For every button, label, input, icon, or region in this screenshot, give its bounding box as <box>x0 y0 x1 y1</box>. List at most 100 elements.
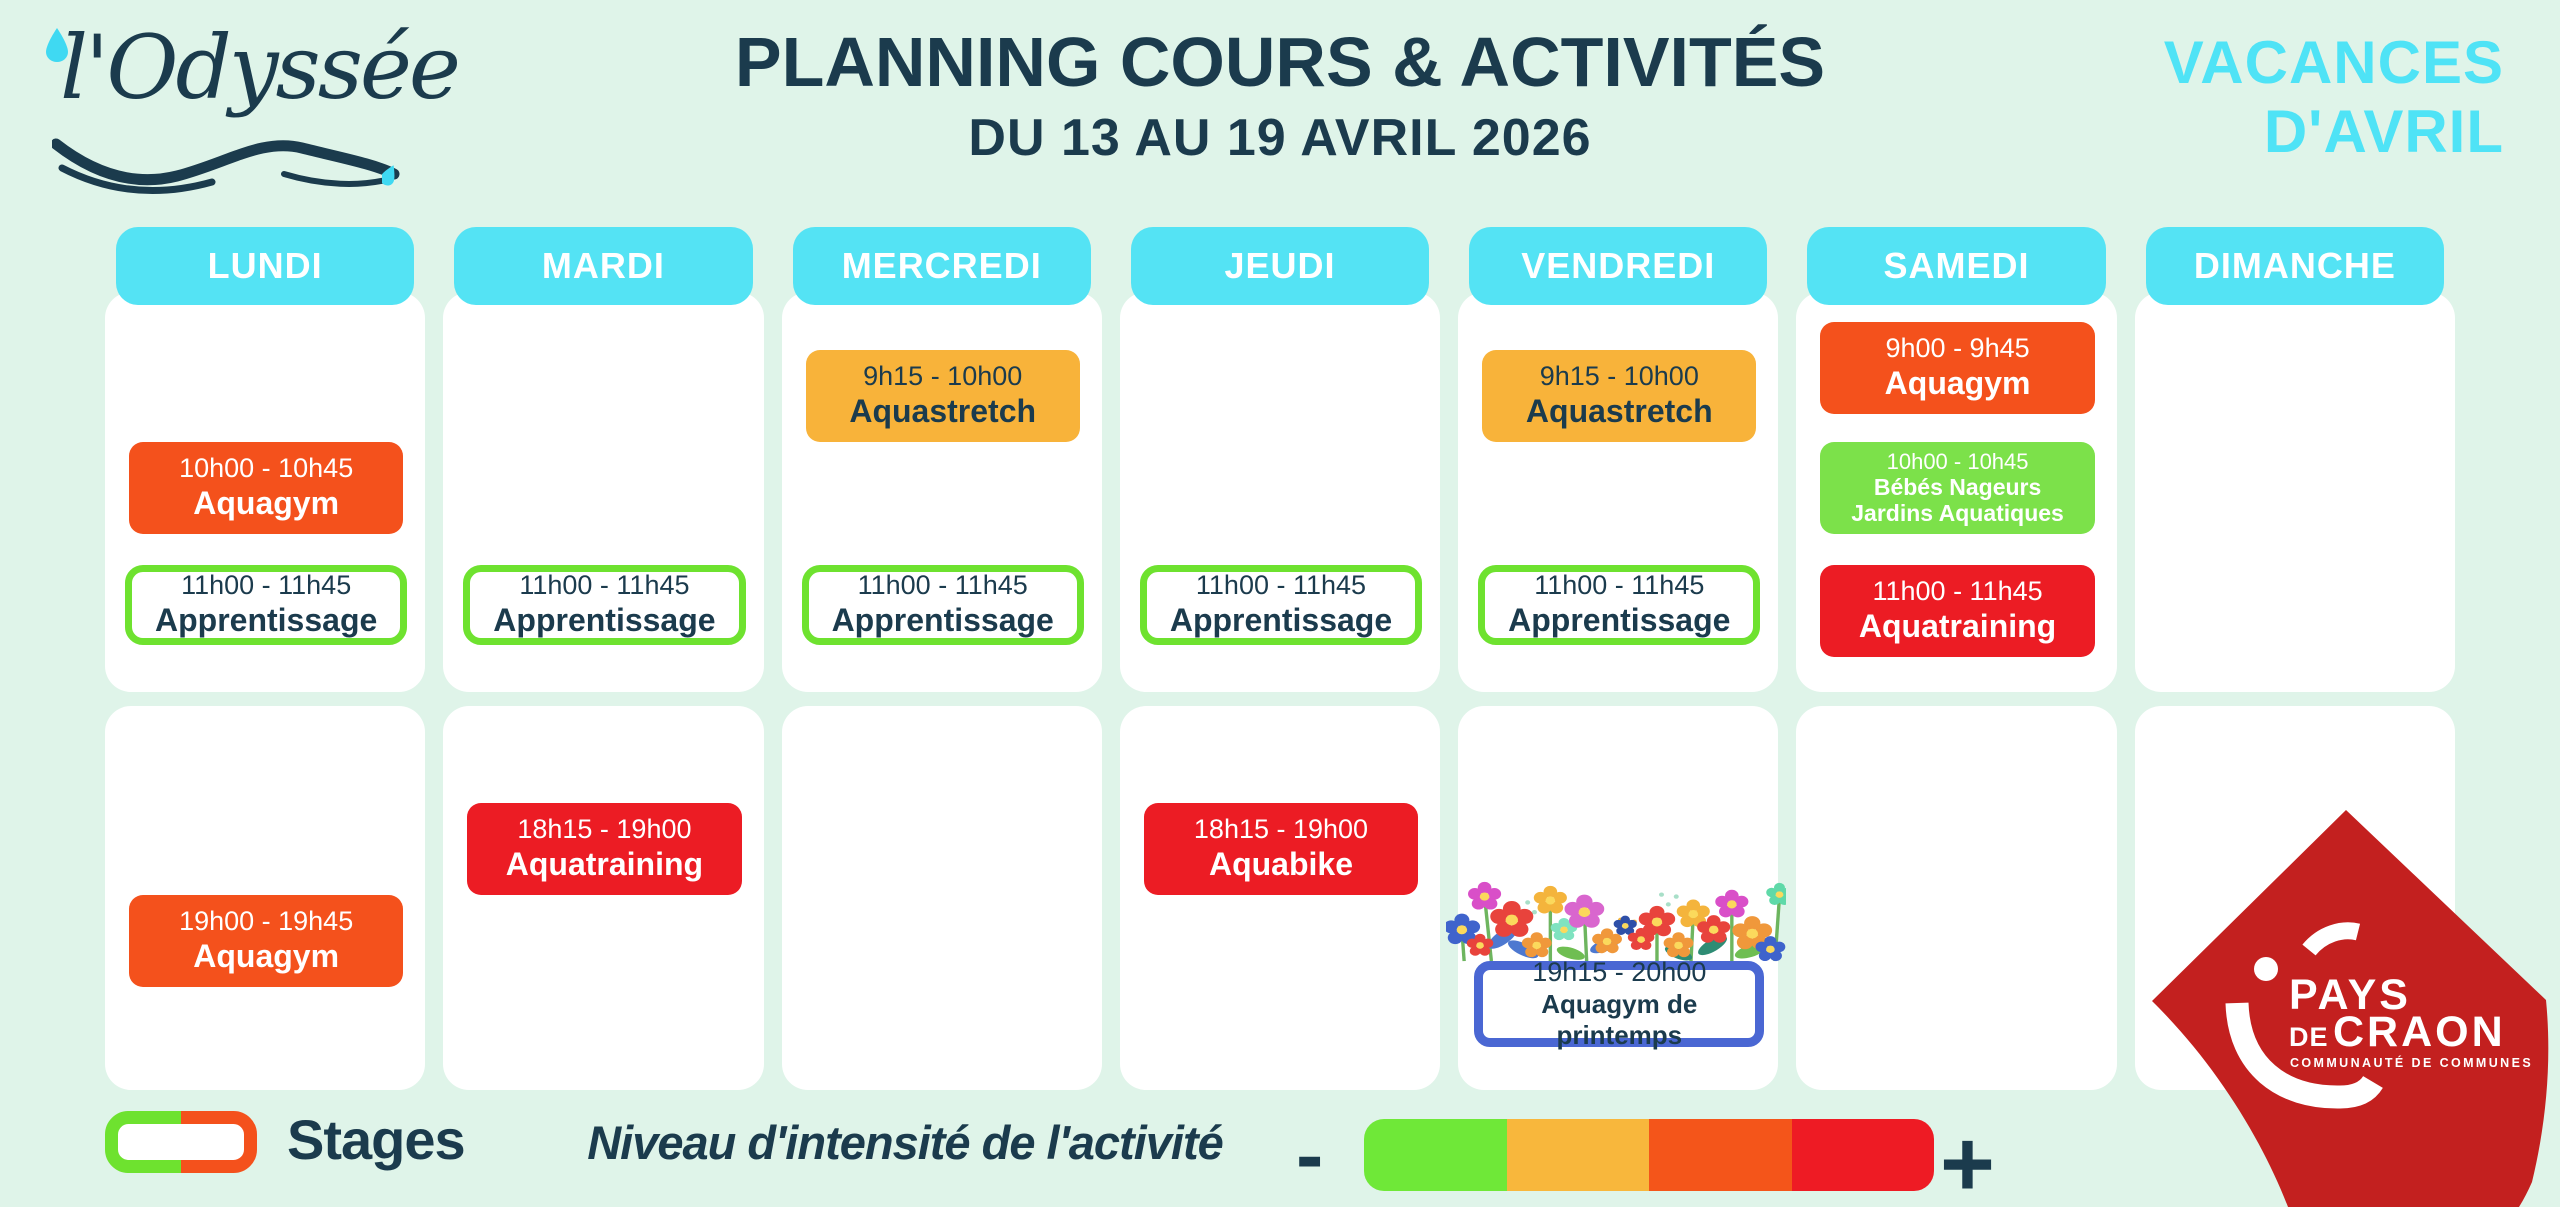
activity-time: 11h00 - 11h45 <box>181 570 352 601</box>
activity-name: Aquagym <box>1884 365 2031 402</box>
activity-time: 9h00 - 9h45 <box>1885 333 2030 364</box>
day-header-jeudi: JEUDI <box>1130 227 1430 305</box>
stages-label: Stages <box>287 1108 466 1171</box>
day-header-mercredi: MERCREDI <box>792 227 1091 305</box>
activity-time: 11h00 - 11h45 <box>1534 570 1705 601</box>
day-header-lundi: LUNDI <box>116 227 415 305</box>
activity-card-aquagym: 10h00 - 10h45 Aquagym <box>129 442 404 534</box>
day-column-mardi: MARDI 11h00 - 11h45 Apprentissage 18h15 … <box>443 227 764 1090</box>
water-droplet-icon <box>382 165 395 186</box>
activity-time: 19h15 - 20h00 <box>1532 957 1707 988</box>
pays-de-craon-logo: PAYS DE CRAON COMMUNAUTÉ DE COMMUNES <box>2152 810 2549 1207</box>
spring-flowers-illustration <box>1443 836 1793 963</box>
activity-time: 11h00 - 11h45 <box>857 570 1028 601</box>
week-grid: LUNDI 10h00 - 10h45 Aquagym 11h00 - 11h4… <box>105 227 2455 1090</box>
samedi-morning-panel: 9h00 - 9h45 Aquagym 10h00 - 10h45 Bébés … <box>1796 292 2117 692</box>
day-column-mercredi: MERCREDI 9h15 - 10h00 Aquastretch 11h00 … <box>781 227 1102 1090</box>
jeudi-morning-panel: 11h00 - 11h45 Apprentissage <box>1119 292 1441 692</box>
activity-card-bebes-nageurs: 10h00 - 10h45 Bébés Nageurs Jardins Aqua… <box>1820 442 2095 534</box>
intensity-segment-max <box>1791 1119 1934 1191</box>
activity-name-2: Jardins Aquatiques <box>1851 499 2064 526</box>
activity-name: Aquabike <box>1208 846 1353 883</box>
activity-time: 10h00 - 10h45 <box>179 453 354 484</box>
day-header-mardi: MARDI <box>454 227 753 305</box>
activity-time: 10h00 - 10h45 <box>1886 449 2029 475</box>
activity-card-aquabike: 18h15 - 19h00 Aquabike <box>1143 803 1419 895</box>
intensity-segment-low <box>1364 1119 1507 1191</box>
activity-time: 18h15 - 19h00 <box>1193 814 1369 845</box>
activity-time: 19h00 - 19h45 <box>179 906 354 937</box>
day-column-vendredi: VENDREDI 9h15 - 10h00 Aquastretch 11h00 … <box>1443 227 1793 1090</box>
activity-name: Apprentissage <box>155 602 378 639</box>
activity-card-apprentissage: 11h00 - 11h45 Apprentissage <box>1478 565 1761 645</box>
activity-card-aquatraining: 11h00 - 11h45 Aquatraining <box>1820 565 2095 657</box>
svg-text:CRAON: CRAON <box>2333 1008 2506 1056</box>
activity-name: Apprentissage <box>831 602 1054 639</box>
activity-card-aquagym-printemps: 19h15 - 20h00 Aquagym de printemps <box>1474 957 1765 1050</box>
activity-name: Aquastretch <box>849 393 1037 430</box>
odyssee-logo: l'Odyssée <box>46 6 461 226</box>
smiley-smile <box>2225 1002 2383 1109</box>
activity-card-aquagym: 19h00 - 19h45 Aquagym <box>129 895 404 987</box>
dimanche-morning-panel <box>2134 292 2455 692</box>
activity-time: 9h15 - 10h00 <box>1539 361 1699 392</box>
activity-name: Aquagym de printemps <box>1541 989 1698 1050</box>
activity-time: 11h00 - 11h45 <box>519 570 690 601</box>
activity-card-aquatraining: 18h15 - 19h00 Aquatraining <box>467 803 742 895</box>
intensity-segment-medium <box>1506 1119 1649 1191</box>
water-droplet-icon <box>46 28 68 62</box>
badge-line1: VACANCES <box>2163 29 2504 96</box>
intensity-scale <box>1364 1119 1934 1191</box>
stages-outline-icon <box>105 1111 257 1173</box>
activity-name: Aquatraining <box>505 846 704 883</box>
day-column-samedi: SAMEDI 9h00 - 9h45 Aquagym 10h00 - 10h45… <box>1796 227 2117 1090</box>
mercredi-evening-panel <box>781 706 1102 1090</box>
mardi-morning-panel: 11h00 - 11h45 Apprentissage <box>443 292 764 692</box>
activity-card-aquastretch: 9h15 - 10h00 Aquastretch <box>805 350 1080 442</box>
day-header-samedi: SAMEDI <box>1807 227 2106 305</box>
intensity-segment-high <box>1649 1119 1792 1191</box>
activity-name: Bébés Nageurs <box>1873 474 2042 501</box>
vacances-badge: VACANCES D'AVRIL <box>2164 28 2504 166</box>
day-column-lundi: LUNDI 10h00 - 10h45 Aquagym 11h00 - 11h4… <box>105 227 426 1090</box>
smiley-eye <box>2254 957 2278 981</box>
samedi-evening-panel <box>1796 706 2117 1090</box>
jeudi-evening-panel: 18h15 - 19h00 Aquabike <box>1119 706 1441 1090</box>
activity-card-apprentissage: 11h00 - 11h45 Apprentissage <box>463 565 746 645</box>
activity-card-apprentissage: 11h00 - 11h45 Apprentissage <box>125 565 408 645</box>
intensity-plus: + <box>1940 1111 1995 1207</box>
intensity-label: Niveau d'intensité de l'activité <box>587 1116 1224 1169</box>
day-column-jeudi: JEUDI 11h00 - 11h45 Apprentissage 18h15 … <box>1119 227 1441 1090</box>
activity-name: Apprentissage <box>1169 602 1393 639</box>
svg-text:PAYS: PAYS <box>2289 971 2411 1019</box>
activity-name: Aquatraining <box>1858 608 2057 645</box>
svg-text:DE: DE <box>2289 1022 2329 1052</box>
vendredi-morning-panel: 9h15 - 10h00 Aquastretch 11h00 - 11h45 A… <box>1458 292 1779 692</box>
activity-name: Aquagym <box>193 938 340 975</box>
mardi-evening-panel: 18h15 - 19h00 Aquatraining <box>443 706 764 1090</box>
activity-time: 11h00 - 11h45 <box>1872 576 2043 607</box>
partner-banner-shape <box>2152 810 2549 1207</box>
lundi-morning-panel: 10h00 - 10h45 Aquagym 11h00 - 11h45 Appr… <box>105 292 426 692</box>
day-header-vendredi: VENDREDI <box>1469 227 1768 305</box>
activity-card-apprentissage: 11h00 - 11h45 Apprentissage <box>1139 565 1423 645</box>
intensity-minus: - <box>1296 1110 1324 1201</box>
lundi-evening-panel: 19h00 - 19h45 Aquagym <box>105 706 426 1090</box>
odyssee-logo-text: l'Odyssée <box>60 16 461 119</box>
wave-icon <box>52 138 400 195</box>
activity-time: 18h15 - 19h00 <box>517 814 692 845</box>
activity-name: Apprentissage <box>1508 602 1731 639</box>
activity-time: 11h00 - 11h45 <box>1195 570 1367 601</box>
activity-name: Aquastretch <box>1525 393 1713 430</box>
mercredi-morning-panel: 9h15 - 10h00 Aquastretch 11h00 - 11h45 A… <box>781 292 1102 692</box>
legend-bar: Stages Niveau d'intensité de l'activité … <box>0 1105 2560 1207</box>
activity-card-apprentissage: 11h00 - 11h45 Apprentissage <box>801 565 1084 645</box>
title-line1: PLANNING COURS & ACTIVITÉS <box>734 23 1826 101</box>
title-line2: DU 13 AU 19 AVRIL 2026 <box>968 109 1592 167</box>
badge-line2: D'AVRIL <box>2263 98 2504 165</box>
day-header-dimanche: DIMANCHE <box>2145 227 2444 305</box>
poster-title: PLANNING COURS & ACTIVITÉS DU 13 AU 19 A… <box>420 22 2140 168</box>
vendredi-evening-panel: 19h15 - 20h00 Aquagym de printemps <box>1443 706 1793 1090</box>
activity-time: 9h15 - 10h00 <box>863 361 1023 392</box>
